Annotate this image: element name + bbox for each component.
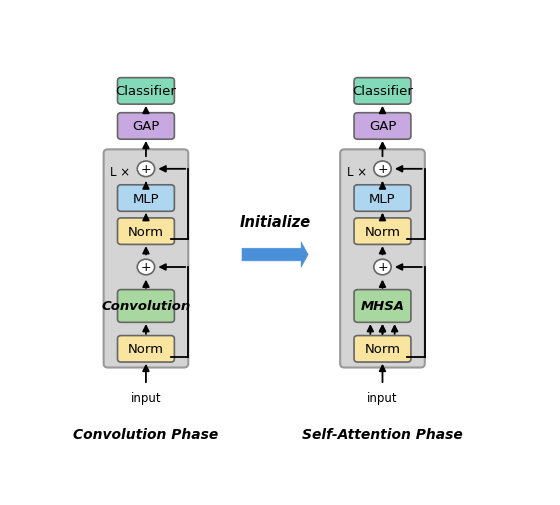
Text: Convolution Phase: Convolution Phase [73, 427, 218, 441]
Text: GAP: GAP [132, 120, 160, 133]
Text: L ×: L × [347, 166, 367, 179]
FancyBboxPatch shape [118, 78, 174, 105]
Text: +: + [141, 261, 151, 274]
Text: Classifier: Classifier [352, 85, 413, 98]
Text: Norm: Norm [128, 342, 164, 356]
FancyBboxPatch shape [354, 290, 411, 323]
FancyBboxPatch shape [118, 219, 174, 245]
FancyBboxPatch shape [354, 336, 411, 363]
Text: GAP: GAP [369, 120, 396, 133]
Text: input: input [367, 391, 398, 404]
Text: MLP: MLP [133, 192, 159, 205]
Text: Classifier: Classifier [115, 85, 176, 98]
Text: Norm: Norm [365, 342, 400, 356]
Text: Self-Attention Phase: Self-Attention Phase [302, 427, 463, 441]
FancyBboxPatch shape [340, 150, 425, 368]
Circle shape [137, 162, 155, 177]
Text: Norm: Norm [128, 225, 164, 238]
FancyBboxPatch shape [118, 290, 174, 323]
FancyBboxPatch shape [354, 219, 411, 245]
FancyBboxPatch shape [118, 336, 174, 363]
Text: Convolution: Convolution [101, 300, 190, 313]
Text: MLP: MLP [369, 192, 396, 205]
Circle shape [374, 260, 391, 275]
Text: input: input [130, 391, 161, 404]
Text: Initialize: Initialize [239, 215, 310, 230]
FancyBboxPatch shape [354, 78, 411, 105]
FancyBboxPatch shape [354, 114, 411, 140]
Text: Norm: Norm [365, 225, 400, 238]
FancyBboxPatch shape [354, 185, 411, 212]
FancyBboxPatch shape [118, 185, 174, 212]
Text: MHSA: MHSA [361, 300, 404, 313]
Text: L ×: L × [110, 166, 130, 179]
Text: +: + [141, 163, 151, 176]
Text: +: + [377, 261, 388, 274]
Circle shape [137, 260, 155, 275]
FancyBboxPatch shape [104, 150, 188, 368]
FancyBboxPatch shape [118, 114, 174, 140]
Circle shape [374, 162, 391, 177]
Text: +: + [377, 163, 388, 176]
